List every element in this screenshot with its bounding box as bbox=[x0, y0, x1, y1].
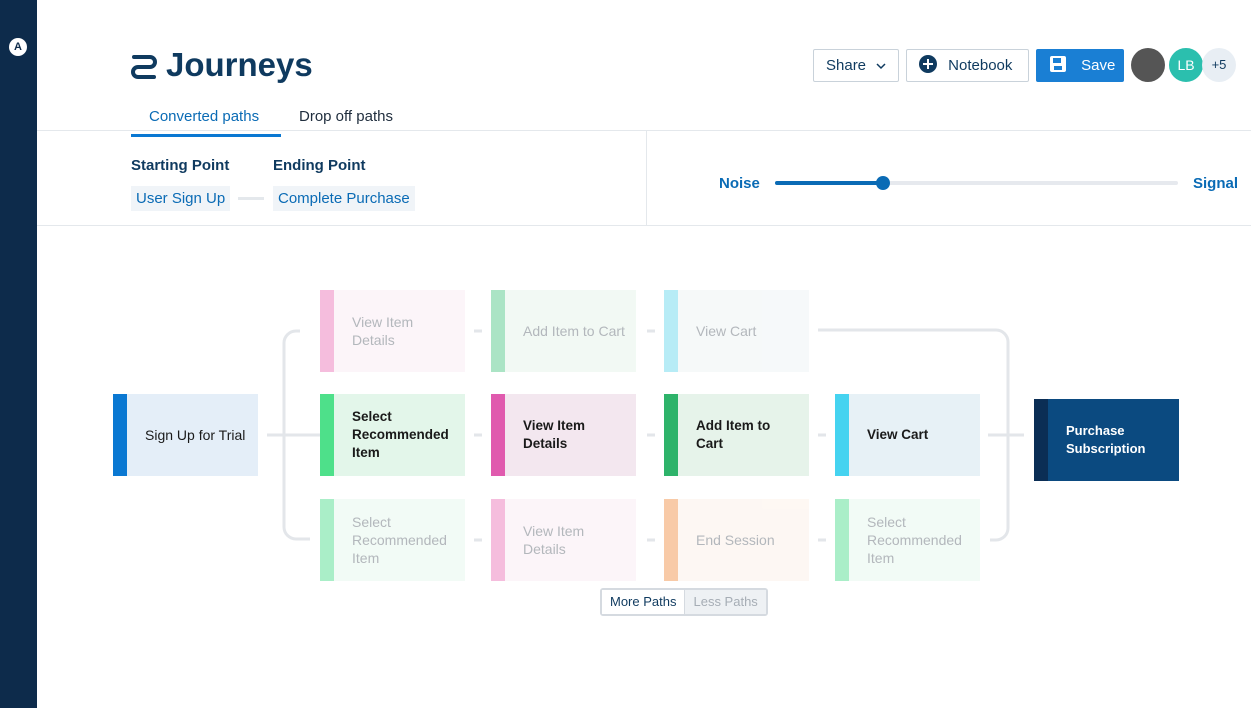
tab-active[interactable]: Converted paths bbox=[149, 108, 260, 125]
path-node[interactable]: End Session bbox=[664, 499, 809, 581]
node-label: Select Recommended Item bbox=[867, 514, 962, 566]
ending-label: Ending Point bbox=[273, 157, 366, 174]
less-paths[interactable]: Less Paths bbox=[684, 590, 766, 614]
node-label: Sign Up for Trial bbox=[145, 427, 246, 443]
divider bbox=[37, 130, 1251, 131]
save-label: Save bbox=[1081, 57, 1116, 74]
path-node[interactable]: View Item Details bbox=[320, 290, 465, 372]
start-chip[interactable]: User Sign Up bbox=[131, 186, 231, 211]
node-label: View Item Details bbox=[352, 314, 414, 348]
node-label: View Item Details bbox=[523, 418, 586, 451]
node-stripe bbox=[835, 499, 849, 581]
path-node[interactable]: View Cart bbox=[664, 290, 809, 372]
sidebar bbox=[0, 0, 37, 708]
path-node[interactable]: View Item Details bbox=[491, 499, 636, 581]
node-label: Purchase Subscription bbox=[1066, 423, 1146, 456]
path-node[interactable]: Add Item to Cart bbox=[664, 394, 809, 476]
node-stripe bbox=[1034, 399, 1048, 481]
slider-fill bbox=[775, 181, 883, 185]
chip-connector bbox=[238, 197, 264, 200]
chevron bbox=[876, 63, 886, 70]
node-label: End Session bbox=[696, 532, 775, 548]
tab-underline bbox=[131, 134, 281, 137]
end-chip[interactable]: Complete Purchase bbox=[273, 186, 415, 211]
slider-left: Noise bbox=[719, 175, 760, 192]
node-stripe bbox=[320, 499, 334, 581]
divider bbox=[646, 130, 647, 225]
node-stripe bbox=[491, 290, 505, 372]
node-stripe bbox=[491, 499, 505, 581]
path-node[interactable]: View Cart bbox=[835, 394, 980, 476]
node-stripe bbox=[113, 394, 127, 476]
page-title: Journeys bbox=[166, 46, 313, 83]
avatar-more[interactable]: +5 bbox=[1202, 48, 1236, 82]
path-node[interactable]: Select Recommended Item bbox=[320, 394, 465, 476]
notebook-label: Notebook bbox=[948, 57, 1013, 74]
node-stripe bbox=[491, 394, 505, 476]
path-node[interactable]: Select Recommended Item bbox=[835, 499, 980, 581]
node-stripe bbox=[664, 394, 678, 476]
node-stripe bbox=[320, 394, 334, 476]
path-node[interactable]: Add Item to Cart bbox=[491, 290, 636, 372]
avatar-photo[interactable] bbox=[1131, 48, 1165, 82]
share-button[interactable]: Share bbox=[813, 49, 899, 82]
slider-knob[interactable] bbox=[876, 176, 890, 190]
node-label: Select Recommended Item bbox=[352, 409, 449, 460]
tab[interactable]: Drop off paths bbox=[299, 108, 393, 125]
save-icon bbox=[1050, 56, 1066, 72]
more-paths[interactable]: More Paths bbox=[602, 590, 685, 614]
path-node[interactable]: Sign Up for Trial bbox=[113, 394, 258, 476]
avatar[interactable]: LB bbox=[1167, 46, 1205, 84]
node-stripe bbox=[664, 499, 678, 581]
path-toggle: More Paths Less Paths bbox=[600, 588, 768, 616]
node-stripe bbox=[320, 290, 334, 372]
save-button[interactable]: Save bbox=[1036, 49, 1124, 82]
node-label: Add Item to Cart bbox=[696, 418, 771, 451]
slider-track[interactable] bbox=[775, 181, 1178, 185]
path-node[interactable]: View Item Details bbox=[491, 394, 636, 476]
notebook-button[interactable]: Notebook bbox=[906, 49, 1029, 82]
path-node[interactable]: Purchase Subscription bbox=[1034, 399, 1179, 481]
node-label: View Cart bbox=[867, 427, 929, 442]
divider bbox=[37, 225, 1251, 226]
node-label: View Cart bbox=[696, 323, 757, 339]
slider-right: Signal bbox=[1193, 175, 1239, 192]
plus-icon bbox=[919, 55, 937, 73]
logo[interactable]: A bbox=[9, 38, 27, 56]
node-stripe bbox=[835, 394, 849, 476]
node-label: Add Item to Cart bbox=[523, 323, 625, 339]
node-label: Select Recommended Item bbox=[352, 514, 447, 566]
node-stripe bbox=[664, 290, 678, 372]
path-node[interactable]: Select Recommended Item bbox=[320, 499, 465, 581]
node-label: View Item Details bbox=[523, 523, 585, 557]
starting-label: Starting Point bbox=[131, 157, 230, 174]
share-label: Share bbox=[826, 57, 867, 74]
journeys-icon bbox=[131, 55, 157, 79]
